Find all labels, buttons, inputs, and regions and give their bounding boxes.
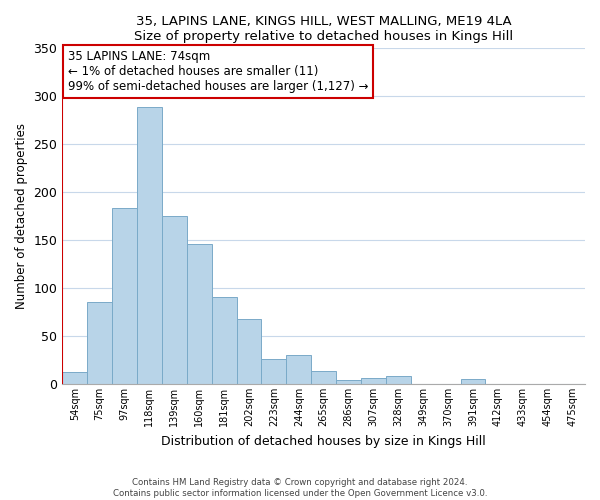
Bar bbox=[112, 208, 137, 384]
Bar bbox=[461, 379, 485, 384]
Bar bbox=[262, 359, 286, 384]
Bar bbox=[137, 107, 162, 384]
Bar bbox=[236, 319, 262, 384]
X-axis label: Distribution of detached houses by size in Kings Hill: Distribution of detached houses by size … bbox=[161, 434, 486, 448]
Bar bbox=[361, 378, 386, 384]
Bar bbox=[162, 216, 187, 384]
Bar bbox=[87, 302, 112, 384]
Text: Contains HM Land Registry data © Crown copyright and database right 2024.
Contai: Contains HM Land Registry data © Crown c… bbox=[113, 478, 487, 498]
Bar bbox=[311, 370, 336, 384]
Bar bbox=[187, 244, 212, 384]
Text: 35 LAPINS LANE: 74sqm
← 1% of detached houses are smaller (11)
99% of semi-detac: 35 LAPINS LANE: 74sqm ← 1% of detached h… bbox=[68, 50, 368, 93]
Y-axis label: Number of detached properties: Number of detached properties bbox=[15, 123, 28, 309]
Bar bbox=[62, 372, 87, 384]
Bar bbox=[286, 355, 311, 384]
Bar bbox=[212, 296, 236, 384]
Bar bbox=[386, 376, 411, 384]
Bar bbox=[336, 380, 361, 384]
Title: 35, LAPINS LANE, KINGS HILL, WEST MALLING, ME19 4LA
Size of property relative to: 35, LAPINS LANE, KINGS HILL, WEST MALLIN… bbox=[134, 15, 513, 43]
